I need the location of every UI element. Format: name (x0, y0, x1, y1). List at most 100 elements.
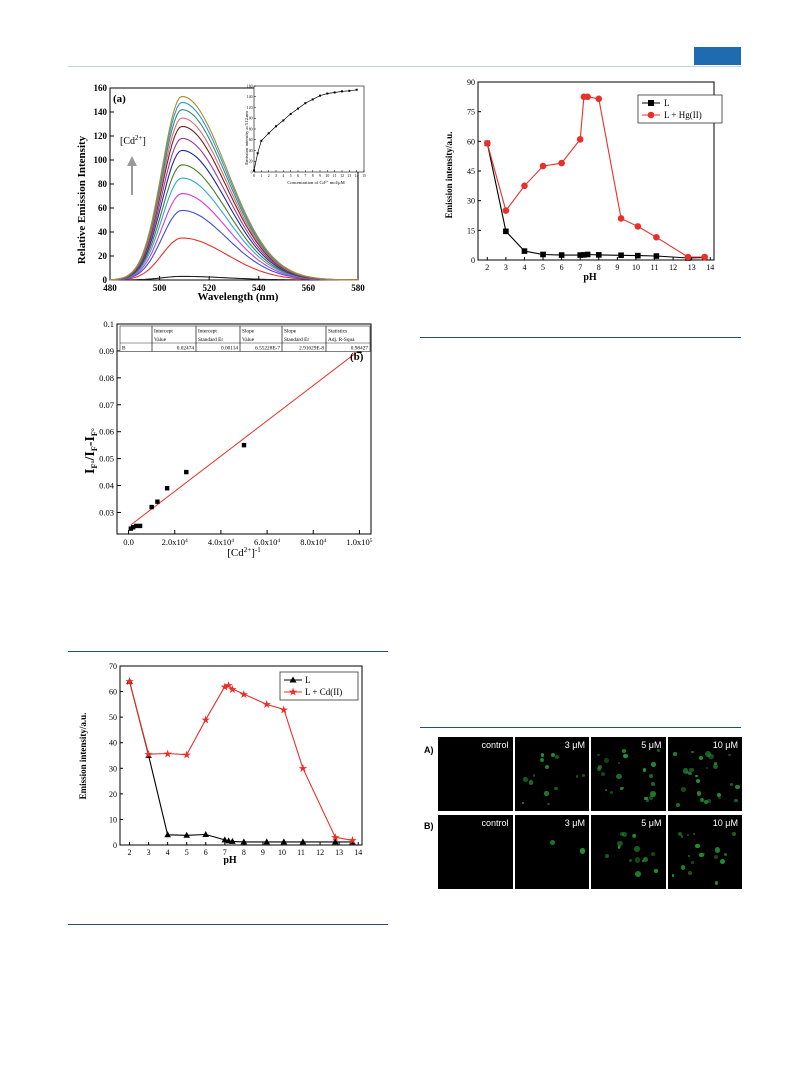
inset-point (341, 90, 343, 93)
fluorescent-cell (600, 771, 606, 777)
data-point (149, 504, 154, 510)
fluorescent-cell (671, 874, 675, 877)
ph-hg-point (521, 182, 528, 190)
fluorescent-cell (712, 764, 718, 769)
fluorescent-cell (689, 768, 694, 773)
ph-cd-xtick-label: 5 (185, 848, 189, 857)
ph-cd-ytick-label: 40 (109, 739, 117, 748)
inset-xtick-label: 13 (347, 174, 351, 178)
legend-lhg: L + Hg(II) (664, 110, 702, 120)
ph-hg-point (618, 252, 624, 259)
ph-cd-xtick-label: 9 (261, 848, 265, 857)
inset-ytick-label: 160 (247, 84, 253, 88)
fluorescent-cell (582, 773, 585, 777)
cell-column-label: 3 μM (564, 818, 585, 828)
ph-cd-point: ★ (239, 689, 249, 701)
data-point (155, 499, 160, 504)
panel-a-xtick-label: 500 (153, 283, 167, 293)
fluorescent-cell (695, 843, 700, 849)
ph-hg-point (684, 253, 692, 261)
fluorescent-cell (650, 790, 657, 797)
ph-hg-xtick-label: 4 (522, 263, 526, 272)
fluorescent-cell (728, 753, 731, 756)
ph-cd-point: ★ (163, 748, 173, 760)
fluorescent-cell (603, 758, 609, 764)
fluorescent-cell (681, 786, 687, 792)
inset-xtick-label: 6 (297, 174, 299, 178)
inset-frame (253, 85, 365, 173)
fluorescent-cell (735, 784, 740, 789)
stats-table-cell: Statistics (328, 328, 347, 334)
cell-image-tile: 10 μM (667, 737, 742, 811)
ph-cd-xtick-label: 6 (204, 848, 208, 857)
fluorescent-cell (615, 773, 622, 780)
inset-xtick-label: 3 (275, 174, 277, 178)
legend-l-cd: L (305, 675, 311, 685)
ph-hg-point (617, 215, 625, 222)
ph-hg-xtick-label: 8 (597, 263, 601, 272)
ph-hg-legend: L L + Hg(II) (637, 94, 723, 124)
data-point (128, 526, 134, 531)
inset-xtick-label: 1 (260, 174, 262, 178)
inset-ytick-label: 120 (247, 106, 253, 110)
ph-hg-point (584, 93, 591, 101)
ph-cd-point (280, 838, 288, 845)
fluorescent-cell (716, 793, 721, 798)
cell-column-label: 5 μM (641, 818, 662, 828)
panel-a-xtick-label: 580 (351, 283, 365, 293)
data-point (241, 442, 247, 448)
inset-xtick-label: 12 (340, 174, 344, 178)
inset-ytick-label: 20 (249, 160, 253, 164)
fluorescent-cell (619, 831, 625, 837)
cell-image-tile: control (438, 737, 513, 811)
fluorescent-cell (700, 798, 705, 803)
stats-table-cell: Value (242, 337, 255, 343)
section-rule-left-1 (68, 651, 388, 652)
ph-cd-point: ★ (279, 704, 289, 716)
inset-point (256, 152, 259, 155)
fluorescent-cell (553, 786, 558, 791)
cell-column-label: 5 μM (641, 740, 662, 750)
ph-hg-point (653, 253, 660, 259)
ph-hg-xtick-label: 11 (651, 263, 659, 272)
fluorescent-cell (730, 782, 734, 786)
ph-cd-xtick-label: 10 (278, 848, 286, 857)
fluorescent-cell (714, 854, 719, 859)
ph-hg-point (634, 223, 642, 230)
fluorescent-cell (651, 781, 656, 786)
ph-hg-xtick-label: 7 (578, 263, 582, 272)
ph-cd-xtick-label: 7 (223, 848, 227, 857)
ph-cd-ytick-label: 50 (109, 713, 117, 722)
fluorescent-cell (733, 798, 738, 803)
fluorescent-cell (528, 780, 534, 786)
ph-hg-xlabel: pH (583, 272, 597, 283)
inset-point (348, 89, 351, 92)
inset-point (267, 132, 270, 135)
ph-cd-xtick-label: 3 (147, 848, 151, 857)
panel-a-ytick-label: 40 (98, 227, 108, 237)
panel-b-frame (116, 323, 372, 535)
panel-a-ytick-label: 140 (94, 107, 108, 117)
fluorescent-cell (610, 790, 614, 794)
ph-hg-point (653, 233, 660, 241)
fluorescent-cell (620, 787, 624, 791)
ph-hg-xtick-label: 14 (706, 263, 714, 272)
ph-cd-point: ★ (220, 681, 230, 693)
ph-cd-point (229, 837, 236, 844)
ph-cd-xlabel: pH (223, 855, 237, 865)
ph-cd-ylabel: Emission intensity/a.u. (78, 713, 88, 800)
inset-xtick-label: 11 (333, 174, 337, 178)
ph-cd-series-line (128, 681, 353, 843)
ph-cd-ytick-label: 30 (109, 764, 117, 773)
ph-hg-ytick-label: 90 (467, 78, 475, 87)
fluorescent-cell (544, 764, 550, 770)
panel-a-xtick-label: 560 (302, 283, 316, 293)
fluorescent-cell (713, 762, 717, 765)
row-label-b: B) (424, 821, 434, 831)
stats-table-cell: 6.55228E-7 (255, 345, 280, 351)
ph-cd-ytick-label: 70 (109, 662, 117, 671)
inset-xtick-label: 9 (319, 174, 321, 178)
panel-b-ytick-label: 0.03 (99, 507, 114, 517)
panel-b-xtick-label: 8.0x104 (300, 537, 326, 547)
fluorescent-cell (705, 766, 709, 770)
